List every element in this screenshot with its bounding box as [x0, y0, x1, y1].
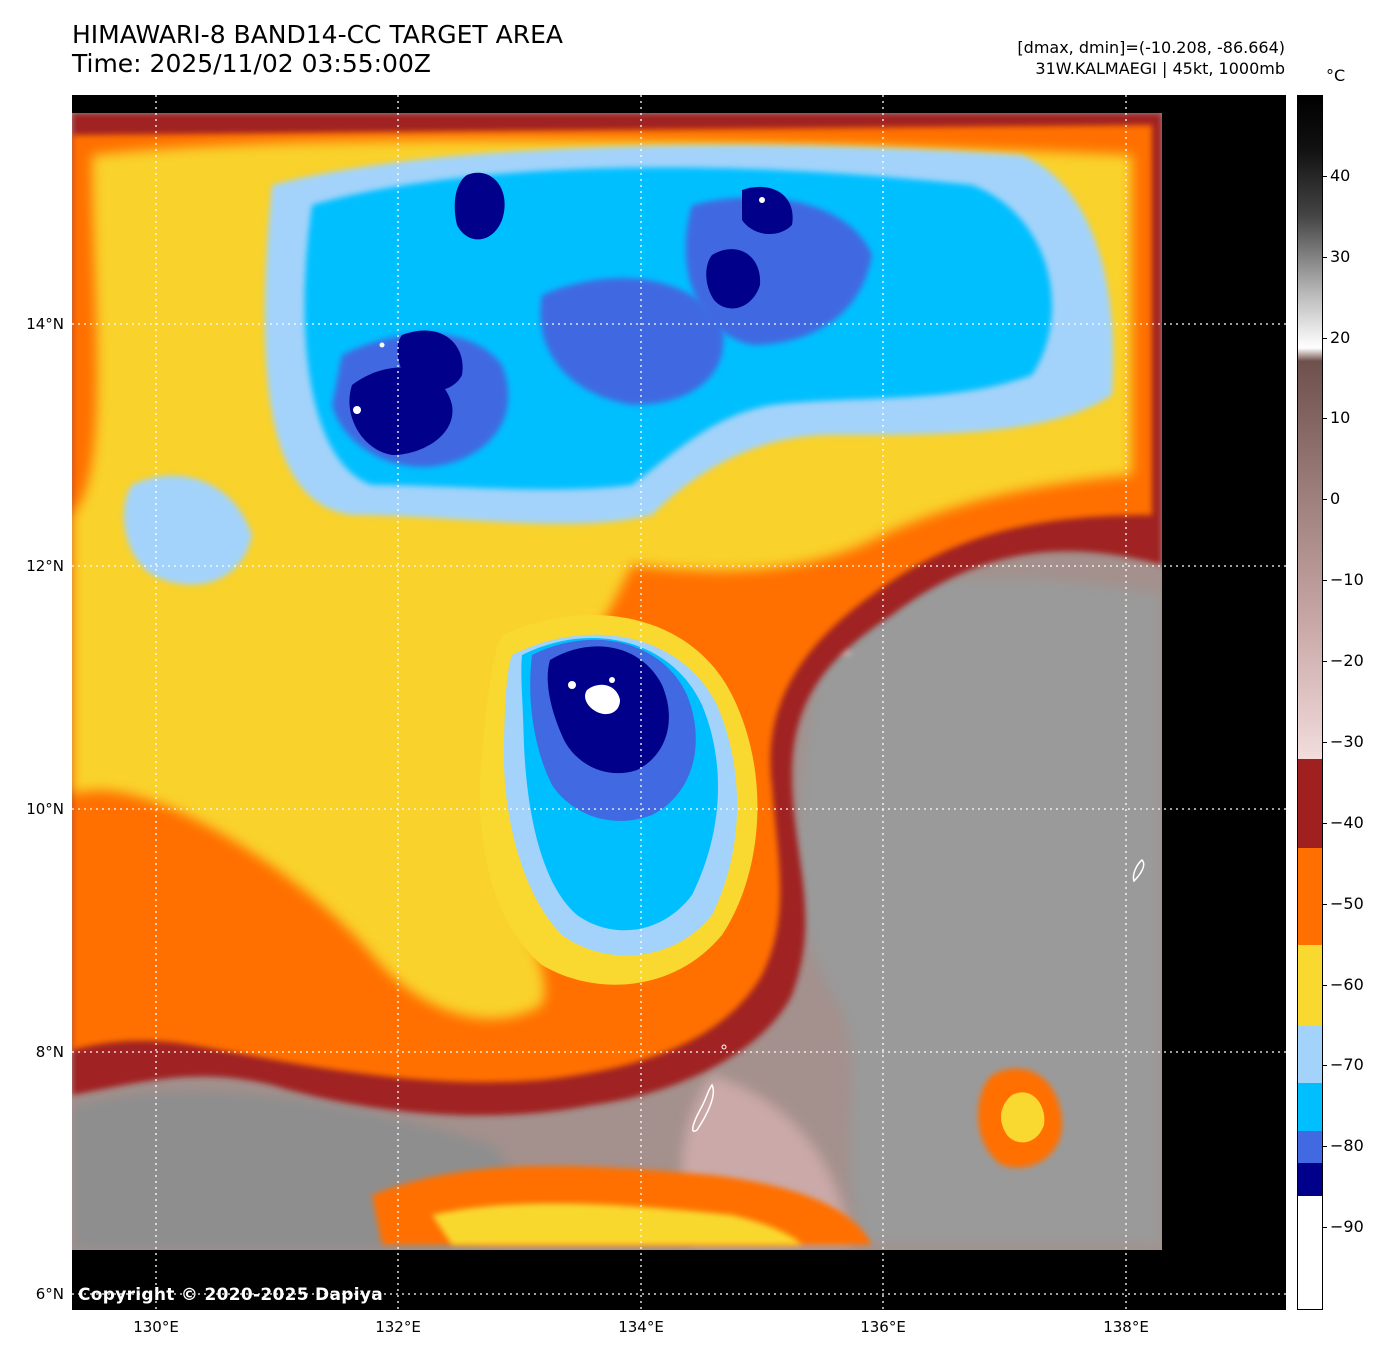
- title-line-1: HIMAWARI-8 BAND14-CC TARGET AREA: [72, 20, 564, 49]
- colorbar-segment: [1298, 759, 1322, 849]
- colorbar-tick-mark: [1322, 337, 1327, 339]
- image-data-area: [72, 95, 1286, 1310]
- colorbar-segment: [1298, 1082, 1322, 1132]
- satellite-image: Copyright © 2020-2025 Dapiya: [72, 95, 1286, 1310]
- lon-label-134e: 134°E: [618, 1318, 664, 1336]
- colorbar-segment: [1298, 1131, 1322, 1164]
- lat-label-10n: 10°N: [26, 800, 64, 818]
- colorbar-segment: [1298, 848, 1322, 946]
- colorbar-tick-mark: [1322, 661, 1327, 663]
- colorbar-tick-mark: [1322, 1227, 1327, 1229]
- storm-info: [dmax, dmin]=(-10.208, -86.664) 31W.KALM…: [1017, 37, 1285, 79]
- colorbar-tick-label: −70: [1330, 1055, 1364, 1075]
- title-line-2: Time: 2025/11/02 03:55:00Z: [72, 49, 431, 78]
- dmax-dmin-readout: [dmax, dmin]=(-10.208, -86.664): [1017, 38, 1285, 57]
- colorbar-gradient: [1298, 96, 1322, 760]
- copyright-notice: Copyright © 2020-2025 Dapiya: [78, 1285, 383, 1305]
- lon-label-136e: 136°E: [860, 1318, 906, 1336]
- colorbar-tick-label: 10: [1330, 408, 1351, 428]
- colorbar-segment: [1298, 1195, 1322, 1309]
- colorbar-tick-label: −50: [1330, 893, 1364, 913]
- colorbar-tick-mark: [1322, 256, 1327, 258]
- colorbar-tick-mark: [1322, 741, 1327, 743]
- colorbar-tick-label: −80: [1330, 1136, 1364, 1156]
- colorbar-tick-label: −90: [1330, 1217, 1364, 1237]
- colorbar-tick-mark: [1322, 984, 1327, 986]
- colorbar-tick-mark: [1322, 1146, 1327, 1148]
- lat-label-14n: 14°N: [26, 315, 64, 333]
- colorbar-tick-label: −60: [1330, 974, 1364, 994]
- colorbar: [1297, 95, 1323, 1310]
- colorbar-tick-label: 0: [1330, 489, 1341, 509]
- colorbar-tick-label: −40: [1330, 812, 1364, 832]
- chart-title: HIMAWARI-8 BAND14-CC TARGET AREA Time: 2…: [72, 20, 563, 78]
- colorbar-tick-mark: [1322, 580, 1327, 582]
- colorbar-tick-label: −30: [1330, 731, 1364, 751]
- lon-label-130e: 130°E: [133, 1318, 179, 1336]
- storm-name-readout: 31W.KALMAEGI | 45kt, 1000mb: [1035, 59, 1285, 78]
- colorbar-segment: [1298, 1163, 1322, 1196]
- lat-label-6n: 6°N: [35, 1285, 64, 1303]
- colorbar-tick-mark: [1322, 822, 1327, 824]
- colorbar-segment: [1298, 945, 1322, 1026]
- colorbar-tick-mark: [1322, 1065, 1327, 1067]
- colorbar-tick-label: 40: [1330, 165, 1351, 185]
- gridlines: [72, 95, 1286, 1310]
- colorbar-tick-mark: [1322, 499, 1327, 501]
- colorbar-tick-mark: [1322, 175, 1327, 177]
- colorbar-tick-label: −10: [1330, 570, 1364, 590]
- lat-label-8n: 8°N: [35, 1043, 64, 1061]
- lon-label-138e: 138°E: [1103, 1318, 1149, 1336]
- colorbar-tick-mark: [1322, 418, 1327, 420]
- colorbar-segment: [1298, 1025, 1322, 1083]
- colorbar-tick-label: 20: [1330, 327, 1351, 347]
- lon-label-132e: 132°E: [375, 1318, 421, 1336]
- colorbar-tick-label: −20: [1330, 651, 1364, 671]
- colorbar-tick-mark: [1322, 903, 1327, 905]
- colorbar-unit: °C: [1326, 66, 1346, 85]
- lat-label-12n: 12°N: [26, 557, 64, 575]
- colorbar-tick-label: 30: [1330, 246, 1351, 266]
